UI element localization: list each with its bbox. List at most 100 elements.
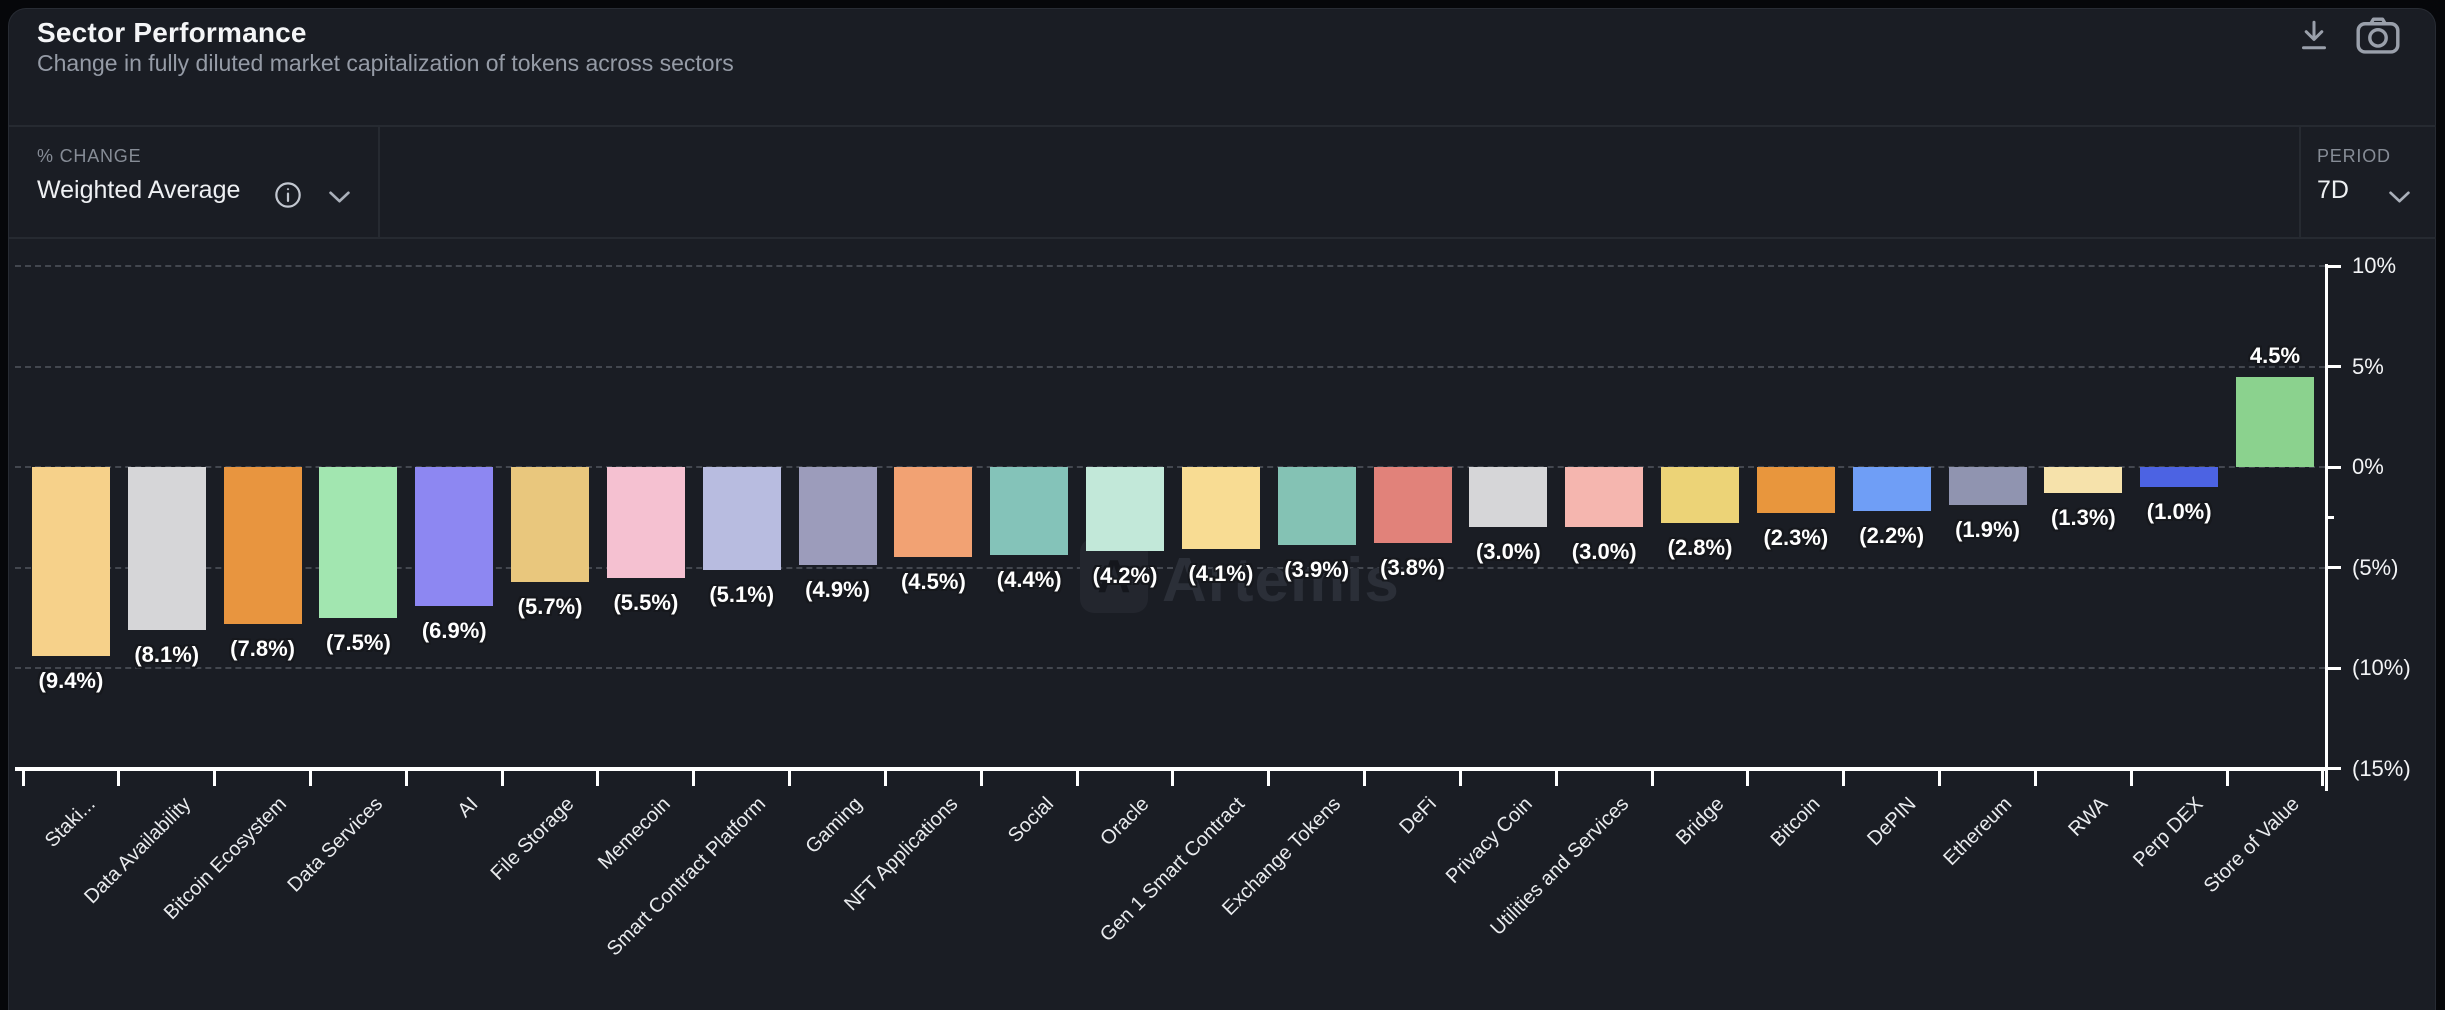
x-axis-tick (1842, 771, 1846, 786)
y-axis-label: 0% (2352, 454, 2384, 479)
gridline (15, 466, 2325, 468)
x-axis-label: File Storage (486, 793, 579, 885)
bar[interactable] (1948, 467, 2027, 506)
bar[interactable] (1661, 467, 1740, 524)
y-axis-label: (10%) (2352, 655, 2411, 680)
y-axis-label: 10% (2352, 253, 2397, 278)
bar[interactable] (1181, 467, 1260, 550)
period-selector[interactable]: 7D (2317, 176, 2349, 205)
period-label: PERIOD (2317, 146, 2391, 166)
bar-value-label: (4.1%) (1188, 561, 1254, 587)
bar-value-label: (7.8%) (230, 635, 295, 661)
y-axis-label: (15%) (2352, 755, 2411, 781)
x-axis-tick (1171, 771, 1175, 786)
artemis-logo-glyph: A (1097, 549, 1131, 602)
x-axis-label: Store of Value (2199, 793, 2304, 898)
y-axis-tick (2325, 767, 2341, 770)
bar-value-label: (5.1%) (709, 581, 775, 607)
gridline (15, 265, 2325, 267)
x-axis-label: DePIN (1863, 793, 1921, 851)
bar-value-label: (4.4%) (996, 567, 1062, 593)
bar-value-label: (1.3%) (2050, 505, 2116, 531)
download-icon (2296, 16, 2332, 59)
metric-value: Weighted Average (37, 176, 241, 204)
bar[interactable] (702, 467, 781, 570)
x-axis-tick (21, 771, 25, 786)
x-axis-tick (692, 771, 696, 786)
x-axis-label: DeFi (1395, 793, 1442, 839)
bar-value-label: (5.5%) (613, 589, 679, 615)
x-axis-tick (2321, 771, 2325, 786)
period-value: 7D (2317, 176, 2349, 204)
bar[interactable] (319, 467, 398, 618)
bar[interactable] (223, 467, 302, 624)
x-axis-tick (979, 771, 983, 786)
gridline (15, 365, 2325, 368)
bar-value-label: (3.0%) (1475, 539, 1541, 565)
bar[interactable] (2044, 467, 2123, 494)
bar[interactable] (31, 467, 110, 656)
bar[interactable] (1756, 467, 1835, 514)
x-axis-label: Data Services (283, 793, 387, 897)
x-axis-tick (1267, 771, 1271, 786)
metric-label: % CHANGE (37, 146, 142, 166)
bar[interactable] (990, 467, 1069, 556)
bar[interactable] (1277, 467, 1356, 546)
metric-selector[interactable]: Weighted Average (37, 176, 240, 205)
x-axis-tick (117, 771, 121, 786)
screenshot-button[interactable] (2352, 14, 2404, 60)
artemis-watermark-text: Artemis (1162, 546, 1400, 615)
camera-icon (2355, 15, 2401, 60)
y-axis-label: (5%) (2352, 554, 2399, 580)
bar[interactable] (127, 467, 206, 630)
bar-value-label: (4.5%) (900, 569, 966, 595)
bar-value-label: (5.7%) (517, 593, 583, 619)
bar-value-label: (2.3%) (1763, 525, 1829, 551)
bar-value-label: (2.2%) (1859, 523, 1925, 549)
x-axis-tick (788, 771, 792, 786)
y-axis-tick (2325, 264, 2341, 268)
bar[interactable] (2236, 376, 2314, 467)
bar[interactable] (606, 467, 685, 578)
x-axis-tick (1746, 771, 1750, 786)
x-axis-label: Ethereum (1939, 793, 2017, 870)
y-axis-label: 5% (2352, 353, 2384, 379)
x-axis-tick (500, 771, 504, 786)
bar[interactable] (415, 467, 494, 606)
bar-value-label: (9.4%) (38, 667, 104, 693)
bar[interactable] (1469, 467, 1548, 528)
bar-value-label: (1.0%) (2146, 499, 2212, 525)
y-axis-tick (2325, 566, 2341, 569)
bar[interactable] (798, 467, 877, 566)
x-axis-tick (1363, 771, 1367, 786)
bar-value-label: (3.9%) (1284, 557, 1350, 583)
bar[interactable] (1086, 467, 1165, 552)
x-axis-tick (1938, 771, 1942, 786)
download-button[interactable] (2288, 14, 2340, 60)
bar[interactable] (2140, 467, 2219, 488)
bar[interactable] (511, 467, 590, 582)
info-icon[interactable] (274, 181, 302, 214)
y-axis-minor-tick (2325, 515, 2334, 519)
x-axis-tick (883, 771, 887, 786)
bar[interactable] (1373, 467, 1452, 544)
chevron-down-icon[interactable] (328, 190, 351, 209)
bar-value-label: (1.9%) (1955, 517, 2020, 543)
x-axis-tick (1650, 771, 1654, 786)
bar-value-label: (6.9%) (421, 617, 487, 643)
controls-top-border (9, 125, 2436, 127)
y-axis-line (2325, 264, 2328, 791)
bar-value-label: 4.5% (2249, 342, 2301, 368)
bar[interactable] (1852, 467, 1931, 512)
gridline (15, 667, 2325, 669)
bar[interactable] (894, 467, 973, 558)
period-chevron-down-icon[interactable] (2388, 190, 2411, 209)
bar-value-label: (4.9%) (805, 577, 870, 603)
bar[interactable] (1565, 467, 1644, 528)
bar-value-label: (2.8%) (1667, 535, 1733, 561)
x-axis-label: AI (453, 793, 483, 822)
bar-value-label: (3.8%) (1380, 555, 1445, 581)
x-axis-label: Smart Contract Platform (603, 793, 771, 961)
page-title: Sector Performance (37, 17, 307, 48)
controls-divider-left (378, 127, 380, 237)
